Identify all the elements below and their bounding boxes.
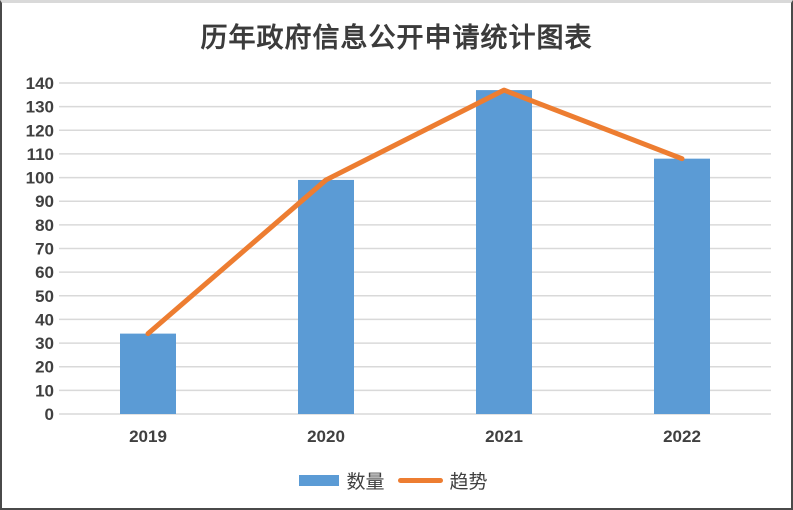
y-tick-label: 80 [35, 216, 54, 235]
bar-2019 [120, 333, 176, 414]
legend-line-label: 趋势 [449, 471, 488, 493]
trend-line [145, 87, 685, 337]
y-tick-label: 110 [27, 145, 54, 164]
chart-title: 历年政府信息公开申请统计图表 [200, 23, 593, 53]
legend-bar-label: 数量 [346, 471, 385, 493]
y-tick-label: 140 [26, 74, 54, 93]
y-tick-label: 0 [45, 405, 54, 424]
bar-2021 [476, 90, 532, 414]
y-tick-label: 20 [35, 358, 54, 377]
bar-2022 [654, 158, 710, 414]
y-tick-label: 30 [35, 334, 54, 353]
y-tick-label: 50 [35, 287, 54, 306]
y-tick-label: 130 [26, 98, 54, 117]
x-tick-label: 2021 [485, 427, 523, 446]
bar-2020 [298, 179, 354, 414]
y-tick-label: 10 [35, 381, 54, 400]
y-tick-label: 60 [35, 263, 54, 282]
y-tick-label: 100 [26, 169, 54, 188]
y-tick-label: 40 [35, 310, 54, 329]
chart-canvas: 0 10 20 30 40 50 60 70 80 90 100 110 120 130 140 2019 20… [26, 74, 771, 446]
x-tick-label: 2019 [129, 427, 167, 446]
x-tick-label: 2022 [663, 427, 701, 446]
legend-line-swatch-icon [397, 477, 443, 483]
y-tick-label: 70 [35, 240, 54, 259]
y-tick-label: 120 [26, 121, 54, 140]
y-tick-label: 90 [35, 192, 54, 211]
x-tick-label: 2020 [307, 427, 345, 446]
chart-legend: 数量 趋势 [2, 469, 791, 493]
legend-bar-swatch-icon [299, 474, 340, 486]
